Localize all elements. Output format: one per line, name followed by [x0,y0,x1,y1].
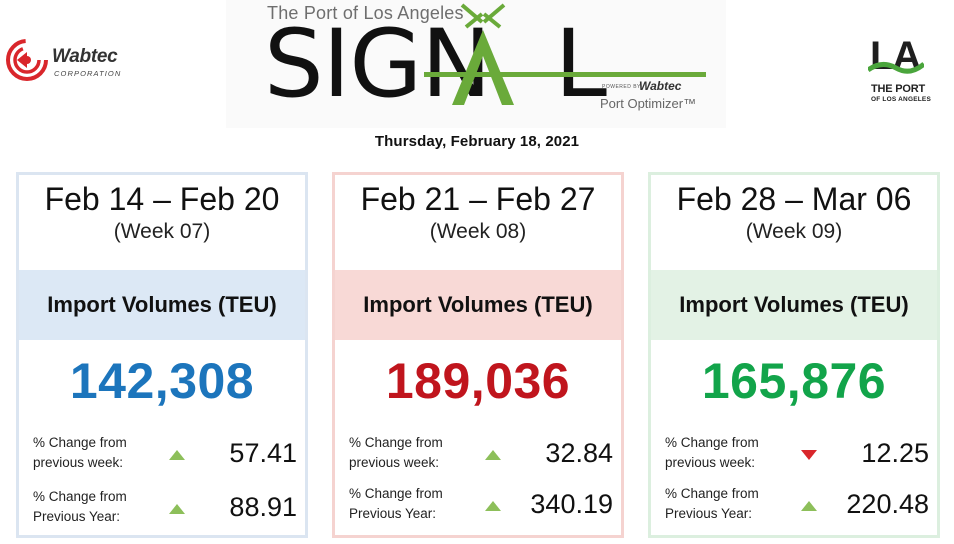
stat-week-change: % Change from previous week: 32.84 [349,433,619,477]
stat-value: 12.25 [861,438,929,468]
trend-arrow-icon [485,450,501,460]
week-card: Feb 21 – Feb 27 (Week 08) Import Volumes… [332,172,624,538]
week-card: Feb 14 – Feb 20 (Week 07) Import Volumes… [16,172,308,538]
trend-arrow-icon [801,501,817,511]
port-optimizer-text: Port Optimizer™ [600,96,697,111]
stat-value: 32.84 [545,438,613,468]
stat-label: % Change from Previous Year: [665,484,759,524]
powered-brand: Wabtec [639,79,682,93]
stat-label-line1: % Change from [665,486,759,501]
card-metric-label: Import Volumes (TEU) [335,270,621,340]
signal-banner: The Port of Los Angeles SIGN L POWERED BY… [226,0,726,128]
card-import-volume: 142,308 [69,353,255,409]
stat-label-line2: Previous Year: [665,506,753,521]
stat-value: 88.91 [229,492,297,522]
stat-year-change: % Change from Previous Year: 88.91 [33,487,303,531]
signal-title-part2: L [554,10,607,119]
up-triangle-icon [485,450,501,460]
stat-label: % Change from Previous Year: [349,484,443,524]
la-wave-icon [868,62,924,74]
stat-label-line2: Previous Year: [33,509,121,524]
up-triangle-icon [485,501,501,511]
card-date-range: Feb 14 – Feb 20 [44,181,280,217]
stat-label-line1: % Change from [665,435,759,450]
trend-arrow-icon [169,450,185,460]
stat-label: % Change from previous week: [349,433,443,473]
signal-top-line: The Port of Los Angeles [267,3,464,23]
trend-arrow-icon [485,501,501,511]
stat-label-line1: % Change from [349,486,443,501]
week-card: Feb 28 – Mar 06 (Week 09) Import Volumes… [648,172,940,538]
stat-label-line1: % Change from [349,435,443,450]
stat-year-change: % Change from Previous Year: 340.19 [349,484,619,528]
la-text-line1: THE PORT [871,83,926,95]
stat-label-line2: previous week: [349,455,440,470]
down-triangle-icon [801,450,817,460]
signal-title: SIGN L [264,18,607,112]
report-date: Thursday, February 18, 2021 [374,133,580,150]
trend-arrow-icon [801,450,817,460]
la-text-line2: OF LOS ANGELES [871,96,931,103]
stat-value: 57.41 [229,438,297,468]
stat-label: % Change from Previous Year: [33,487,127,527]
up-triangle-icon [169,504,185,514]
stat-value: 340.19 [530,489,613,519]
card-week: (Week 08) [429,220,527,243]
wabtec-mark-icon [6,39,48,81]
stat-year-change: % Change from Previous Year: 220.48 [665,484,935,528]
stat-week-change: % Change from previous week: 12.25 [665,433,935,477]
card-date-range: Feb 28 – Mar 06 [676,181,912,217]
card-date-range: Feb 21 – Feb 27 [360,181,596,217]
stat-label-line2: previous week: [665,455,756,470]
card-import-volume: 189,036 [385,353,571,409]
wabtec-logo: Wabtec CORPORATION [6,38,146,88]
stat-label: % Change from previous week: [33,433,127,473]
stat-label-line1: % Change from [33,489,127,504]
card-week: (Week 07) [113,220,211,243]
wabtec-corporation: CORPORATION [54,69,122,78]
stat-label-line2: Previous Year: [349,506,437,521]
stat-label-line2: previous week: [33,455,124,470]
card-import-volume: 165,876 [701,353,887,409]
up-triangle-icon [801,501,817,511]
card-week: (Week 09) [745,220,843,243]
card-header: Feb 28 – Mar 06 (Week 09) [651,175,937,270]
signal-title-part1: SIGN [264,10,492,119]
card-metric-label: Import Volumes (TEU) [651,270,937,340]
powered-by-text: POWERED BY [602,84,641,90]
stat-label-line1: % Change from [33,435,127,450]
stat-week-change: % Change from previous week: 57.41 [33,433,303,477]
stat-label: % Change from previous week: [665,433,759,473]
wabtec-name: Wabtec [52,46,118,67]
trend-arrow-icon [169,504,185,514]
port-of-la-logo: LA THE PORT OF LOS ANGELES [862,34,938,106]
up-triangle-icon [169,450,185,460]
card-header: Feb 14 – Feb 20 (Week 07) [19,175,305,270]
card-metric-label: Import Volumes (TEU) [19,270,305,340]
card-header: Feb 21 – Feb 27 (Week 08) [335,175,621,270]
stat-value: 220.48 [846,489,929,519]
